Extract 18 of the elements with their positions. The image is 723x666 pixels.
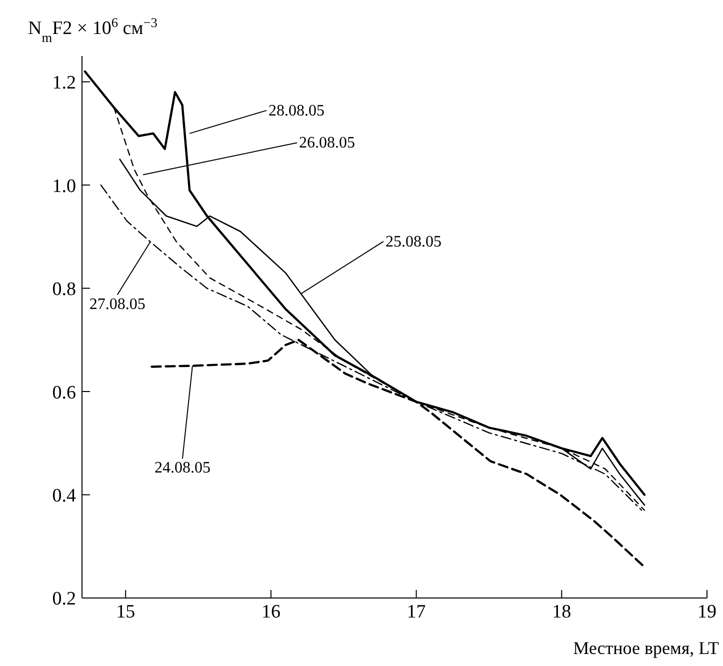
x-tick-label: 19: [698, 601, 716, 622]
y-tick-label: 0.4: [52, 486, 76, 507]
y-tick-label: 1.2: [52, 72, 76, 94]
y-tick-label: 0.2: [52, 588, 76, 610]
annotation: 25.08.05: [385, 233, 442, 250]
x-axis-title: Местное время, LT: [573, 638, 719, 658]
x-tick-label: 16: [261, 601, 280, 622]
annotation: 24.08.05: [154, 460, 210, 477]
x-tick-label: 15: [116, 601, 136, 622]
annotation: 28.08.05: [268, 102, 325, 120]
y-axis-title: N$_{m}$F2 × 10$^{6}$ см$^{−3}$: [28, 14, 158, 44]
y-tick-label: 1.0: [52, 176, 76, 197]
x-tick-label: 18: [552, 601, 572, 622]
annotation: 26.08.05: [299, 134, 356, 152]
x-tick-label: 17: [406, 601, 426, 622]
y-tick-label: 0.8: [52, 279, 76, 300]
annotation: 27.08.05: [89, 296, 146, 313]
y-tick-label: 0.6: [52, 382, 76, 404]
